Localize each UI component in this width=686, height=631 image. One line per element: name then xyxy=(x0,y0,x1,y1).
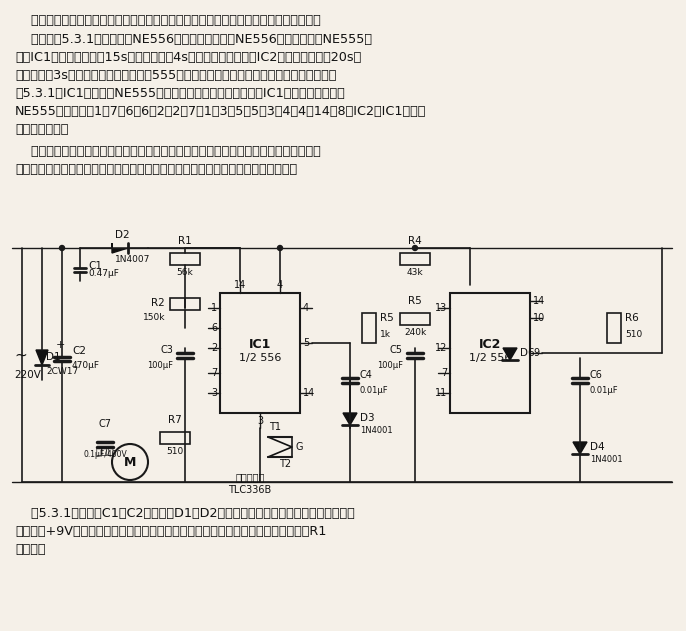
Text: 13: 13 xyxy=(435,303,447,313)
Text: G: G xyxy=(296,442,303,452)
Text: 图5.3.1中的电容C1、C2和二极管D1、D2组成简单的电容降压、整流滤波电路，提: 图5.3.1中的电容C1、C2和二极管D1、D2组成简单的电容降压、整流滤波电路… xyxy=(15,507,355,520)
Bar xyxy=(400,253,430,265)
Text: T2: T2 xyxy=(279,459,291,469)
Text: 1N4001: 1N4001 xyxy=(590,455,623,464)
Text: 3: 3 xyxy=(257,416,263,426)
Text: C4: C4 xyxy=(360,370,373,380)
Text: C2: C2 xyxy=(72,346,86,356)
Text: 12: 12 xyxy=(435,343,447,353)
Bar xyxy=(400,313,430,325)
Text: 1/2 556: 1/2 556 xyxy=(469,353,511,363)
Text: 470μF: 470μF xyxy=(72,361,100,370)
Text: M: M xyxy=(123,456,137,468)
Text: D3: D3 xyxy=(360,413,375,423)
Text: 1k: 1k xyxy=(380,330,391,339)
Bar xyxy=(362,313,376,343)
Bar xyxy=(607,313,621,343)
Text: R6: R6 xyxy=(625,313,639,323)
Bar xyxy=(170,298,200,310)
Text: 100μF: 100μF xyxy=(377,361,403,370)
Text: 7: 7 xyxy=(211,368,217,378)
Text: D1: D1 xyxy=(46,352,60,362)
Text: 供控制器+9V左右的直流工作电压。实际使用时，如嫌风量太小，可以适当增大电阻R1: 供控制器+9V左右的直流工作电压。实际使用时，如嫌风量太小，可以适当增大电阻R1 xyxy=(15,525,327,538)
Text: R5: R5 xyxy=(408,296,422,306)
Text: 引脚功能相同。: 引脚功能相同。 xyxy=(15,123,69,136)
Text: 220V: 220V xyxy=(14,370,41,380)
Circle shape xyxy=(412,245,418,251)
Text: 150k: 150k xyxy=(143,313,165,322)
Text: R2: R2 xyxy=(151,298,165,308)
Text: T1: T1 xyxy=(269,422,281,432)
Text: 1/2 556: 1/2 556 xyxy=(239,353,281,363)
Text: 脉冲宽度为3s的脉冲方波振荡器。关于555芯片构成方波振荡器的工作原理，请参看附录。: 脉冲宽度为3s的脉冲方波振荡器。关于555芯片构成方波振荡器的工作原理，请参看附… xyxy=(15,69,336,82)
Text: D4: D4 xyxy=(590,442,604,452)
Polygon shape xyxy=(36,350,48,365)
Text: 11: 11 xyxy=(435,388,447,398)
Polygon shape xyxy=(503,348,517,360)
Polygon shape xyxy=(343,413,357,425)
Text: 56k: 56k xyxy=(176,268,193,277)
Text: 度不同，因而双向晶闸管的导通时间不确定，最后由电扇送出的风便是随机变化的。: 度不同，因而双向晶闸管的导通时间不确定，最后由电扇送出的风便是随机变化的。 xyxy=(15,163,297,176)
Text: 43k: 43k xyxy=(407,268,423,277)
Text: 14: 14 xyxy=(234,280,246,290)
Text: ~: ~ xyxy=(14,348,27,362)
Text: 电风扇: 电风扇 xyxy=(95,445,114,455)
Text: R7: R7 xyxy=(168,415,182,425)
Text: 510: 510 xyxy=(625,330,642,339)
Text: 1N4007: 1N4007 xyxy=(115,255,150,264)
Polygon shape xyxy=(573,442,587,454)
Text: 5: 5 xyxy=(303,338,309,348)
Text: D6: D6 xyxy=(520,348,534,358)
Text: 1: 1 xyxy=(211,303,217,313)
Text: 1N4001: 1N4001 xyxy=(360,426,392,435)
Text: 0.01μF: 0.01μF xyxy=(360,386,389,395)
Text: D2: D2 xyxy=(115,230,130,240)
Text: 14: 14 xyxy=(533,296,545,306)
Text: 这一款调速器使电风扇送出的风的变化周期的长短是随机的，从而非常接近于自然风。: 这一款调速器使电风扇送出的风的变化周期的长短是随机的，从而非常接近于自然风。 xyxy=(15,14,321,27)
Circle shape xyxy=(60,245,64,251)
Text: 7: 7 xyxy=(440,368,447,378)
Text: 6: 6 xyxy=(211,323,217,333)
Text: 电路见图5.3.1，采用一片NE556及其他元件组成，NE556内部含有两片NE555电: 电路见图5.3.1，采用一片NE556及其他元件组成，NE556内部含有两片NE… xyxy=(15,33,372,46)
Text: 14: 14 xyxy=(303,388,316,398)
Text: C7: C7 xyxy=(99,419,112,429)
Text: 2: 2 xyxy=(211,343,217,353)
Text: 图5.3.1中IC1各引脚与NE555各引脚的对应关系是（顿号前为IC1引脚号，顿号后为: 图5.3.1中IC1各引脚与NE555各引脚的对应关系是（顿号前为IC1引脚号，… xyxy=(15,87,345,100)
Text: 10: 10 xyxy=(533,313,545,323)
Text: C5: C5 xyxy=(390,345,403,355)
Bar xyxy=(450,293,530,413)
Text: R5: R5 xyxy=(380,313,394,323)
Text: 9: 9 xyxy=(533,348,539,358)
Text: C3: C3 xyxy=(160,345,173,355)
Bar xyxy=(220,293,300,413)
Text: R4: R4 xyxy=(408,236,422,246)
Text: IC2: IC2 xyxy=(479,338,501,351)
Text: 3: 3 xyxy=(211,388,217,398)
Text: +: + xyxy=(56,340,65,350)
Text: 路。IC1组成一个周期为15s，脉冲宽度为4s的脉冲方波振荡器；IC2组成一个周期为20s、: 路。IC1组成一个周期为15s，脉冲宽度为4s的脉冲方波振荡器；IC2组成一个周… xyxy=(15,51,362,64)
Polygon shape xyxy=(112,243,128,253)
Text: 双向晶闸管: 双向晶闸管 xyxy=(235,472,265,482)
Text: 0.47μF: 0.47μF xyxy=(88,269,119,278)
Text: 510: 510 xyxy=(167,447,184,456)
Text: 的数值。: 的数值。 xyxy=(15,543,45,556)
Text: 2CW17: 2CW17 xyxy=(46,367,78,376)
Text: C1: C1 xyxy=(88,261,102,271)
Text: 两个振荡器的高电平都通过二极管加在双向晶闸管上，由于两个振荡器的周期和脉冲宽: 两个振荡器的高电平都通过二极管加在双向晶闸管上，由于两个振荡器的周期和脉冲宽 xyxy=(15,145,321,158)
Text: 240k: 240k xyxy=(404,328,426,337)
Text: TLC336B: TLC336B xyxy=(228,485,272,495)
Text: 0.01μF: 0.01μF xyxy=(590,386,619,395)
Text: C6: C6 xyxy=(590,370,603,380)
Circle shape xyxy=(278,245,283,251)
Text: 4: 4 xyxy=(303,303,309,313)
Text: IC1: IC1 xyxy=(249,338,271,351)
Bar xyxy=(160,432,190,444)
Text: 100μF: 100μF xyxy=(147,361,173,370)
Bar xyxy=(170,253,200,265)
Text: R1: R1 xyxy=(178,236,192,246)
Text: 4: 4 xyxy=(277,280,283,290)
Text: 0.1μF/400V: 0.1μF/400V xyxy=(83,450,127,459)
Text: NE555引脚号）：1、7、6、6、2、2、7、1、3、5、5、3、4、4、14、8。IC2与IC1的对应: NE555引脚号）：1、7、6、6、2、2、7、1、3、5、5、3、4、4、14… xyxy=(15,105,427,118)
